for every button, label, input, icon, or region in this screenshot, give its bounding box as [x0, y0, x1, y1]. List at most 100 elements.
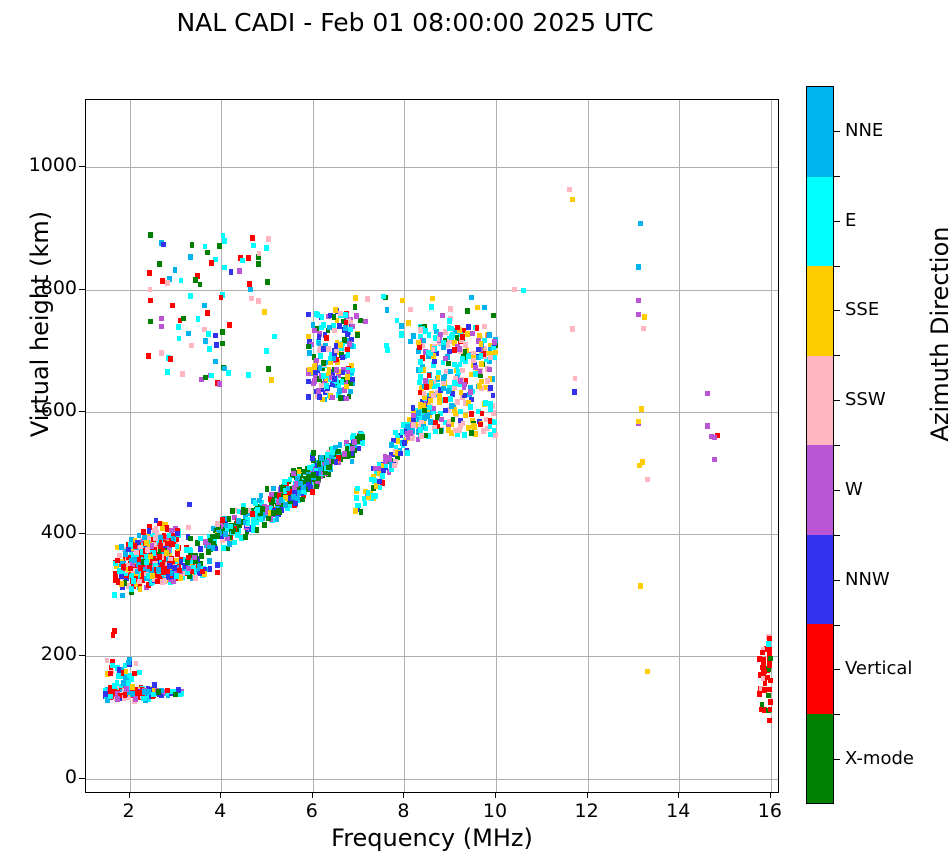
data-point — [454, 324, 460, 331]
data-point — [331, 327, 337, 334]
data-point — [315, 388, 321, 394]
data-point — [318, 343, 324, 350]
data-point — [345, 367, 351, 373]
data-point — [306, 338, 312, 345]
data-point — [378, 466, 384, 472]
data-point — [338, 310, 343, 317]
data-point — [636, 297, 641, 304]
data-point — [209, 372, 215, 379]
data-point — [440, 359, 446, 366]
colorbar-segment-sse[interactable] — [807, 266, 833, 356]
data-point — [416, 379, 422, 386]
data-point — [418, 327, 424, 333]
data-point — [290, 467, 296, 474]
data-point — [147, 270, 152, 276]
data-point — [462, 381, 468, 388]
data-point — [185, 534, 191, 540]
data-point — [317, 465, 323, 471]
data-point — [116, 667, 122, 673]
gridline-vertical — [221, 100, 223, 792]
data-point — [270, 510, 276, 516]
data-point — [468, 411, 474, 417]
data-point — [391, 462, 397, 469]
data-point — [202, 566, 208, 573]
data-point — [165, 573, 171, 580]
data-point — [104, 657, 110, 664]
data-point — [129, 691, 135, 697]
data-point — [345, 352, 351, 358]
data-point — [426, 393, 432, 399]
data-point — [219, 329, 225, 335]
data-point — [383, 462, 389, 469]
data-point — [640, 459, 645, 465]
colorbar-segment-e[interactable] — [807, 176, 833, 266]
x-axis-tick-label: 16 — [757, 800, 782, 822]
data-point — [762, 680, 768, 686]
data-point — [168, 688, 174, 695]
data-point — [481, 304, 487, 311]
data-point — [334, 339, 340, 346]
data-point — [142, 689, 147, 695]
colorbar-segment-nnw[interactable] — [807, 534, 833, 624]
data-point — [767, 717, 772, 724]
data-point — [443, 419, 449, 426]
data-point — [342, 346, 348, 352]
data-point — [715, 432, 721, 439]
data-point — [418, 416, 424, 423]
data-point — [349, 434, 355, 441]
data-point — [325, 346, 331, 352]
data-point — [245, 507, 251, 514]
data-point — [341, 318, 347, 325]
data-point — [465, 324, 471, 330]
data-point — [119, 584, 125, 591]
data-point — [453, 376, 458, 382]
data-point — [314, 483, 320, 489]
data-point — [417, 389, 423, 396]
data-point — [191, 564, 196, 571]
data-point — [462, 378, 468, 384]
data-point — [226, 322, 232, 328]
data-point — [114, 696, 120, 702]
data-point — [227, 541, 233, 547]
data-point — [418, 419, 424, 426]
data-point — [118, 561, 124, 567]
colorbar-segment-nne[interactable] — [807, 87, 833, 177]
data-point — [161, 241, 166, 248]
data-point — [448, 430, 454, 436]
data-point — [352, 304, 358, 310]
colorbar-segment-w[interactable] — [807, 445, 833, 535]
data-point — [178, 277, 184, 284]
colorbar-segment-ssw[interactable] — [807, 355, 833, 445]
data-point — [488, 385, 494, 391]
data-point — [194, 540, 200, 546]
data-point — [337, 451, 342, 458]
data-point — [474, 325, 480, 331]
data-point — [132, 538, 138, 544]
data-point — [323, 359, 329, 366]
data-point — [324, 335, 329, 341]
data-point — [264, 509, 270, 515]
data-point — [123, 678, 129, 684]
colorbar[interactable] — [806, 86, 834, 804]
data-point — [320, 396, 326, 403]
x-axis-tick — [128, 793, 130, 798]
data-point — [704, 390, 710, 397]
data-point — [339, 345, 345, 352]
colorbar-segment-x-mode[interactable] — [807, 713, 833, 803]
x-axis-tick — [494, 793, 496, 798]
data-point — [435, 382, 441, 389]
y-axis-tick — [79, 533, 85, 535]
data-point — [762, 707, 768, 713]
data-point — [361, 495, 367, 502]
data-point — [429, 295, 435, 302]
data-point — [183, 547, 189, 553]
data-point — [126, 672, 132, 679]
data-point — [222, 238, 227, 244]
data-point — [214, 569, 220, 576]
data-point — [195, 273, 200, 279]
colorbar-segment-vertical[interactable] — [807, 624, 833, 714]
data-point — [129, 684, 135, 690]
data-point — [186, 501, 192, 507]
data-point — [521, 287, 527, 294]
data-point — [126, 583, 131, 589]
